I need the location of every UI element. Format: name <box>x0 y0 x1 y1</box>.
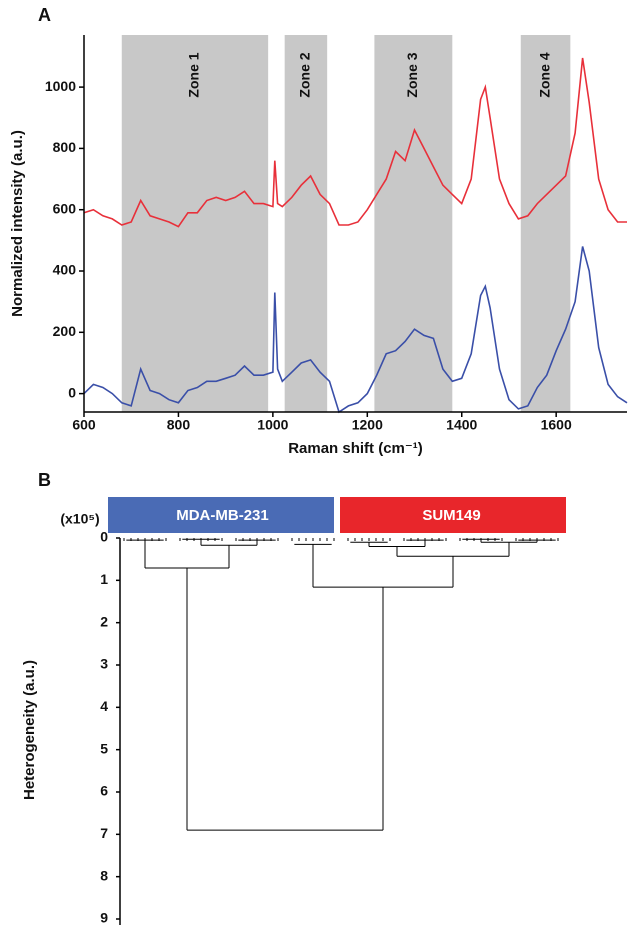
y-tick-label: 400 <box>53 262 77 278</box>
y-tick-label: 5 <box>100 740 108 756</box>
panel-label: A <box>38 5 51 25</box>
y-axis-title: Normalized intensity (a.u.) <box>9 130 26 317</box>
x-tick-label: 600 <box>72 417 96 433</box>
y-tick-label: 0 <box>68 384 76 400</box>
x-tick-label: 1200 <box>352 417 383 433</box>
zone <box>374 35 453 412</box>
y-tick-label: 600 <box>53 200 77 216</box>
group-bar <box>340 497 566 533</box>
x-tick-label: 1400 <box>446 417 477 433</box>
group-label: MDA-MB-231 <box>176 507 269 524</box>
zone-label: Zone 1 <box>186 52 202 97</box>
group-bar <box>108 497 334 533</box>
zone <box>121 35 269 412</box>
y-tick-label: 200 <box>53 323 77 339</box>
x-axis-title: Raman shift (cm⁻¹) <box>288 440 423 457</box>
spectrum-line <box>83 246 628 414</box>
group-label: SUM149 <box>422 507 480 524</box>
y-tick-label: 2 <box>100 613 108 629</box>
y-unit: (x10⁵) <box>60 511 99 527</box>
y-tick-label: 6 <box>100 783 108 799</box>
y-axis-title: Heterogeneity (a.u.) <box>21 660 38 800</box>
x-tick-label: 1600 <box>541 417 572 433</box>
y-tick-label: 800 <box>53 139 77 155</box>
zone-label: Zone 4 <box>536 52 552 97</box>
zone-label: Zone 2 <box>297 52 313 97</box>
y-tick-label: 9 <box>100 910 108 926</box>
y-tick-label: 1000 <box>45 78 76 94</box>
y-tick-label: 0 <box>100 529 108 545</box>
x-tick-label: 1000 <box>257 417 288 433</box>
y-tick-label: 8 <box>100 867 108 883</box>
zone <box>520 35 571 412</box>
spectrum-line <box>83 57 627 228</box>
y-tick-label: 4 <box>100 698 108 714</box>
panel-label: B <box>38 470 51 490</box>
zone-label: Zone 3 <box>404 52 420 97</box>
y-tick-label: 3 <box>100 656 108 672</box>
y-tick-label: 1 <box>100 571 108 587</box>
y-tick-label: 7 <box>100 825 108 841</box>
zone <box>284 35 328 412</box>
x-tick-label: 800 <box>167 417 191 433</box>
